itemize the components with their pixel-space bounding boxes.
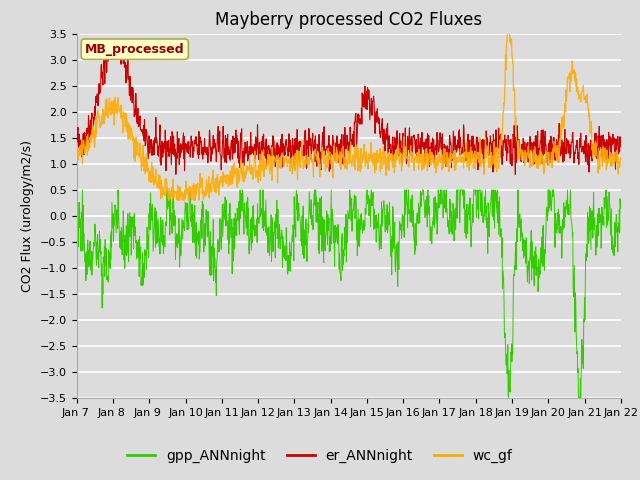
Text: MB_processed: MB_processed bbox=[85, 43, 184, 56]
Legend: gpp_ANNnight, er_ANNnight, wc_gf: gpp_ANNnight, er_ANNnight, wc_gf bbox=[122, 443, 518, 468]
Y-axis label: CO2 Flux (urology/m2/s): CO2 Flux (urology/m2/s) bbox=[21, 140, 35, 292]
Title: Mayberry processed CO2 Fluxes: Mayberry processed CO2 Fluxes bbox=[215, 11, 483, 29]
